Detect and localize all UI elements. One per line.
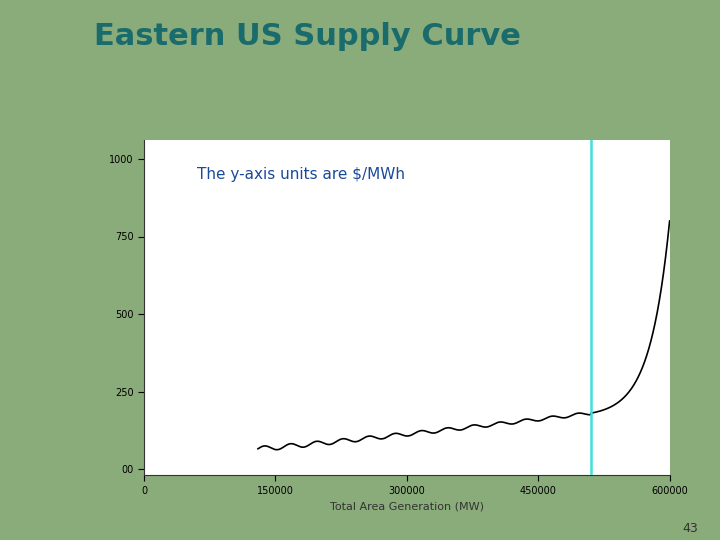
X-axis label: Total Area Generation (MW): Total Area Generation (MW) [330,501,484,511]
Text: The y-axis units are $/MWh: The y-axis units are $/MWh [197,167,405,182]
Text: Eastern US Supply Curve: Eastern US Supply Curve [94,22,521,51]
Text: 43: 43 [683,522,698,535]
